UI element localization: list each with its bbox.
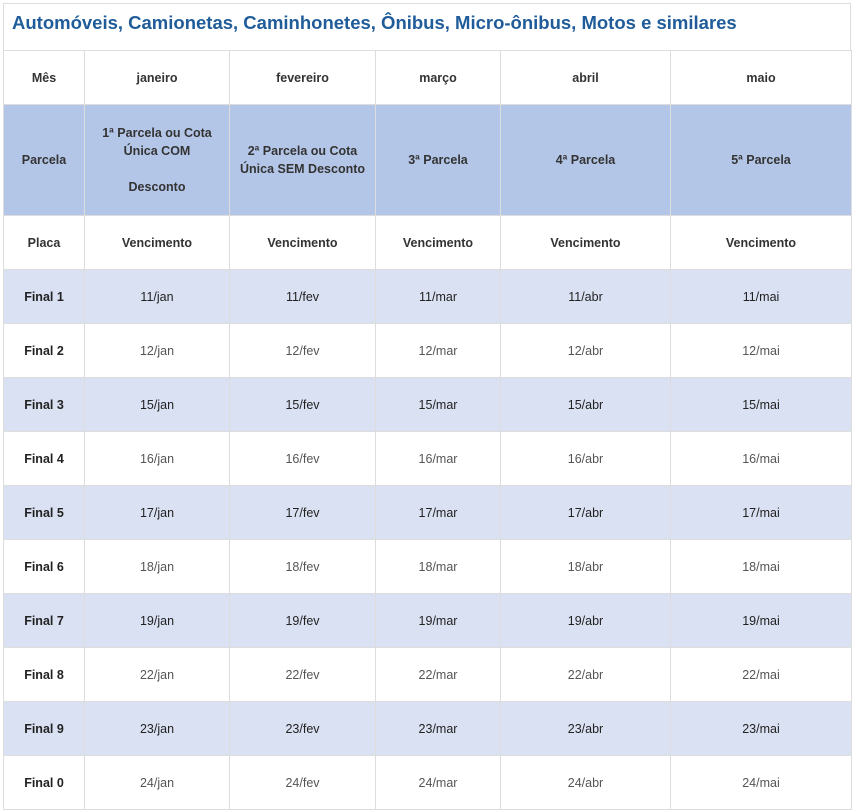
table-cell: 18/mai [670, 539, 852, 594]
table-cell: 24/mar [375, 755, 501, 810]
table-row: Final 9 23/jan 23/fev 23/mar 23/abr 23/mai [3, 701, 852, 756]
table-cell: Final 0 [3, 755, 85, 810]
table-row: Mês janeiro fevereiro março abril maio [3, 50, 852, 105]
table-row: Final 4 16/jan 16/fev 16/mar 16/abr 16/mai [3, 431, 852, 486]
table-cell: 24/jan [84, 755, 230, 810]
table-cell: 15/mar [375, 377, 501, 432]
table-cell: 16/fev [229, 431, 376, 486]
table-cell: 17/mai [670, 485, 852, 540]
table-row: Final 8 22/jan 22/fev 22/mar 22/abr 22/mai [3, 647, 852, 702]
table-cell: 24/fev [229, 755, 376, 810]
table-cell: 15/abr [500, 377, 671, 432]
table-cell: Parcela [3, 104, 85, 216]
table-cell: 15/jan [84, 377, 230, 432]
table-cell: Placa [3, 215, 85, 270]
table-row: Final 6 18/jan 18/fev 18/mar 18/abr 18/mai [3, 539, 852, 594]
table-cell: 18/mar [375, 539, 501, 594]
table-cell: 5ª Parcela [670, 104, 852, 216]
table-cell: 4ª Parcela [500, 104, 671, 216]
table-cell: 12/fev [229, 323, 376, 378]
table-cell: 17/jan [84, 485, 230, 540]
table-cell: 22/mar [375, 647, 501, 702]
table-cell: Final 5 [3, 485, 85, 540]
table-cell: 23/jan [84, 701, 230, 756]
table-cell: 17/mar [375, 485, 501, 540]
table-cell: janeiro [84, 50, 230, 105]
table-cell: 12/mar [375, 323, 501, 378]
table-row: Final 2 12/jan 12/fev 12/mar 12/abr 12/mai [3, 323, 852, 378]
table-cell: Final 4 [3, 431, 85, 486]
table-cell: 24/abr [500, 755, 671, 810]
table-cell: 22/abr [500, 647, 671, 702]
table-cell: 1ª Parcela ou Cota Única COM Desconto [84, 104, 230, 216]
table-cell: 18/abr [500, 539, 671, 594]
table-cell: Vencimento [84, 215, 230, 270]
table-cell: Final 2 [3, 323, 85, 378]
table-row: Final 3 15/jan 15/fev 15/mar 15/abr 15/mai [3, 377, 852, 432]
table-cell: 11/abr [500, 269, 671, 324]
table-cell: 19/jan [84, 593, 230, 648]
table-cell: 15/mai [670, 377, 852, 432]
table-cell: 16/abr [500, 431, 671, 486]
table-cell: 16/jan [84, 431, 230, 486]
table-cell: 11/fev [229, 269, 376, 324]
table-cell: 17/fev [229, 485, 376, 540]
table-cell: 11/mai [670, 269, 852, 324]
table-cell: Final 7 [3, 593, 85, 648]
table-cell: 19/mai [670, 593, 852, 648]
table-cell: 16/mar [375, 431, 501, 486]
table-cell: 22/fev [229, 647, 376, 702]
table-cell: 17/abr [500, 485, 671, 540]
table-cell: fevereiro [229, 50, 376, 105]
table-cell: 3ª Parcela [375, 104, 501, 216]
table-cell: Final 1 [3, 269, 85, 324]
table-cell: Vencimento [500, 215, 671, 270]
table-cell: 19/abr [500, 593, 671, 648]
content: Automóveis, Camionetas, Caminhonetes, Ôn… [3, 3, 852, 810]
table-cell: Final 6 [3, 539, 85, 594]
table-cell: Final 3 [3, 377, 85, 432]
table-cell: 23/abr [500, 701, 671, 756]
table-cell: 12/jan [84, 323, 230, 378]
table-cell: 23/mai [670, 701, 852, 756]
schedule-table: Mês janeiro fevereiro março abril maio Parcela… [3, 50, 852, 810]
table-cell: 11/mar [375, 269, 501, 324]
table-cell: 23/fev [229, 701, 376, 756]
table-row: Parcela 1ª Parcela ou Cota Única COM Desc… [3, 104, 852, 216]
table-cell: maio [670, 50, 852, 105]
title: Automóveis, Camionetas, Caminhonetes, Ôn… [3, 3, 851, 50]
table-cell: Vencimento [375, 215, 501, 270]
table-cell: abril [500, 50, 671, 105]
table-row: Final 5 17/jan 17/fev 17/mar 17/abr 17/mai [3, 485, 852, 540]
table-row: Final 1 11/jan 11/fev 11/mar 11/abr 11/mai [3, 269, 852, 324]
table-cell: 18/fev [229, 539, 376, 594]
table-cell: 18/jan [84, 539, 230, 594]
table-cell: 22/mai [670, 647, 852, 702]
table-row: Final 7 19/jan 19/fev 19/mar 19/abr 19/mai [3, 593, 852, 648]
table-cell: 23/mar [375, 701, 501, 756]
table-cell: 11/jan [84, 269, 230, 324]
table-cell: 12/mai [670, 323, 852, 378]
table-cell: Final 8 [3, 647, 85, 702]
table-cell: 15/fev [229, 377, 376, 432]
table-cell: 19/mar [375, 593, 501, 648]
table-cell: 2ª Parcela ou Cota Única SEM Desconto [229, 104, 376, 216]
table-cell: março [375, 50, 501, 105]
table-cell: Vencimento [670, 215, 852, 270]
table-cell: Vencimento [229, 215, 376, 270]
table-cell: 16/mai [670, 431, 852, 486]
table-row: Final 0 24/jan 24/fev 24/mar 24/abr 24/mai [3, 755, 852, 810]
table-cell: 24/mai [670, 755, 852, 810]
table-cell: 12/abr [500, 323, 671, 378]
table-cell: 19/fev [229, 593, 376, 648]
table-cell: Mês [3, 50, 85, 105]
table-cell: Final 9 [3, 701, 85, 756]
table-row: Placa Vencimento Vencimento Vencimento Venci… [3, 215, 852, 270]
table-cell: 22/jan [84, 647, 230, 702]
